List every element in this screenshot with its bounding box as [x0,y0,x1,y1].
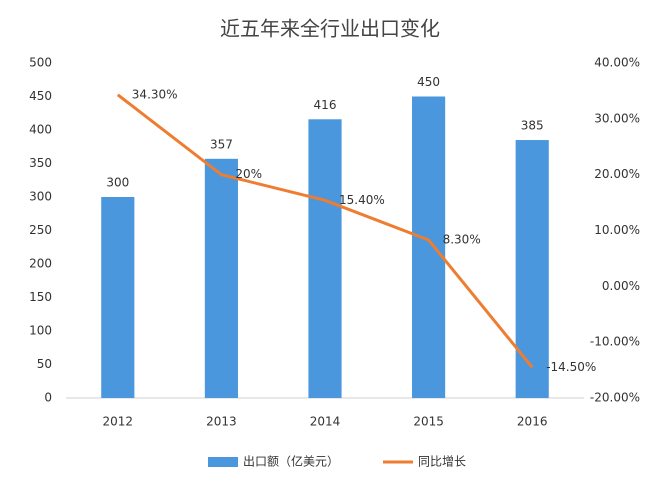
line [116,93,534,369]
y-tick-label: 0 [44,391,52,405]
data-label: 300 [106,176,129,190]
bar [515,140,549,399]
legend-label: 同比增长 [418,455,466,469]
x-tick-label: 2014 [310,415,341,429]
legend-swatch [208,457,238,467]
x-tick-label: 2012 [103,415,134,429]
y-tick-label: 500 [29,56,52,70]
y2-tick-label: 10.00% [594,223,640,237]
y-tick-label: 50 [37,357,52,371]
bar [101,197,135,398]
y2-tick-label: -20.00% [590,391,640,405]
y-tick-label: 300 [29,190,52,204]
y-tick-label: 450 [29,89,52,103]
data-label: 15.40% [339,193,385,207]
x-tick-label: 2016 [517,415,548,429]
y-tick-label: 250 [29,223,52,237]
x-tick-label: 2015 [413,415,444,429]
data-label: 450 [417,75,440,89]
y-tick-label: 200 [29,257,52,271]
y2-tick-label: -10.00% [590,335,640,349]
data-label: 20% [235,167,262,181]
y2-tick-label: 20.00% [594,167,640,181]
legend-label: 出口额（亿美元） [243,454,339,469]
y2-tick-label: 30.00% [594,111,640,125]
data-label: -14.50% [546,360,596,374]
bar [412,96,446,398]
chart-title: 近五年来全行业出口变化 [220,17,440,41]
y2-tick-label: 0.00% [602,279,640,293]
bar [308,119,342,398]
data-label: 385 [521,119,544,133]
bar [204,158,238,398]
y-tick-label: 150 [29,290,52,304]
y-tick-label: 350 [29,156,52,170]
y-tick-label: 100 [29,324,52,338]
y2-tick-label: 40.00% [594,56,640,70]
x-tick-label: 2013 [206,415,237,429]
data-label: 357 [210,137,233,151]
y-tick-label: 400 [29,123,52,137]
data-label: 8.30% [443,232,481,246]
data-label: 34.30% [132,87,178,101]
data-label: 416 [314,98,337,112]
